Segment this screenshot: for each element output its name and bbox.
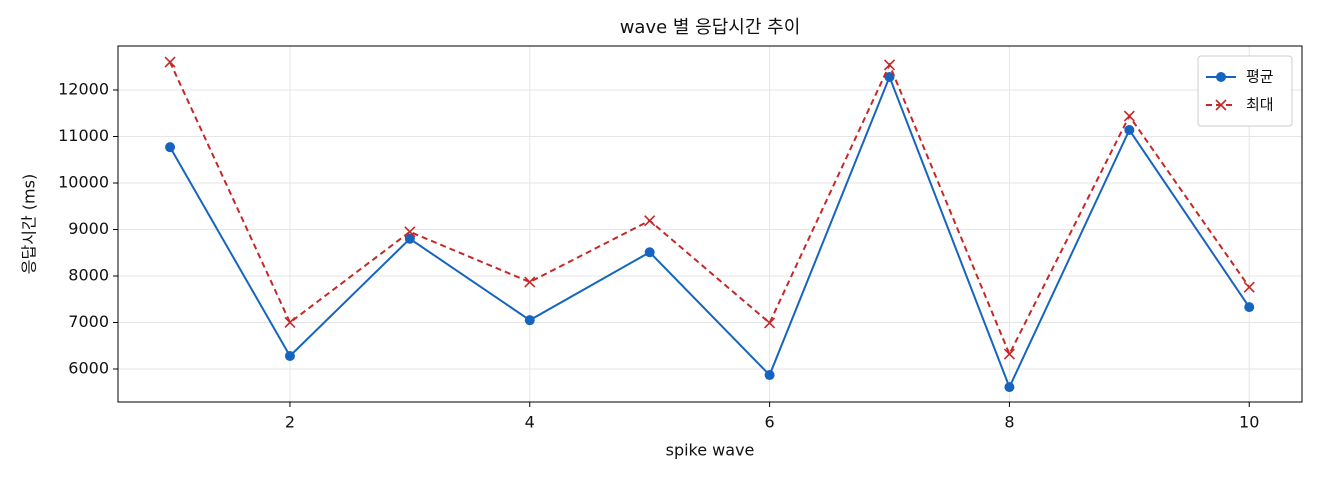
y-tick-label: 10000 [58,172,109,191]
y-tick-label: 6000 [68,358,109,377]
x-axis-label: spike wave [666,441,755,460]
series-line [169,74,1251,390]
marker [1243,281,1255,293]
marker [284,350,295,361]
marker [284,316,296,329]
x-tick-label: 6 [765,413,775,432]
marker [884,71,895,82]
legend-frame [1197,55,1293,127]
marker [1244,302,1255,313]
y-tick-label: 9000 [68,219,109,238]
marker [883,59,896,71]
plot-frame [117,45,1303,403]
y-tick-label: 8000 [68,265,109,284]
marker [764,317,776,329]
legend-marker [1216,72,1226,82]
marker [404,233,415,244]
marker [644,247,655,258]
legend-label: 최대 [1246,96,1274,114]
x-tick-label: 4 [525,413,535,432]
x-tick-label: 10 [1239,413,1259,432]
y-tick-label: 11000 [58,126,109,145]
x-tick-label: 8 [1004,413,1014,432]
marker [165,142,176,153]
legend-marker [1215,99,1227,111]
marker [764,370,775,381]
series-line [169,61,1251,357]
marker [1003,348,1015,360]
marker [164,56,176,68]
chart-title: wave 별 응답시간 추이 [620,17,801,38]
y-axis-label: 응답시간 (ms) [20,174,39,274]
marker [1124,124,1135,135]
x-tick-label: 2 [285,413,295,432]
marker [524,276,536,288]
y-tick-label: 7000 [68,312,109,331]
marker [1004,382,1015,393]
marker [524,315,535,326]
legend-label: 평균 [1246,68,1274,86]
marker [404,226,416,238]
marker [1123,110,1135,122]
y-tick-label: 12000 [58,79,109,98]
marker [644,215,656,227]
